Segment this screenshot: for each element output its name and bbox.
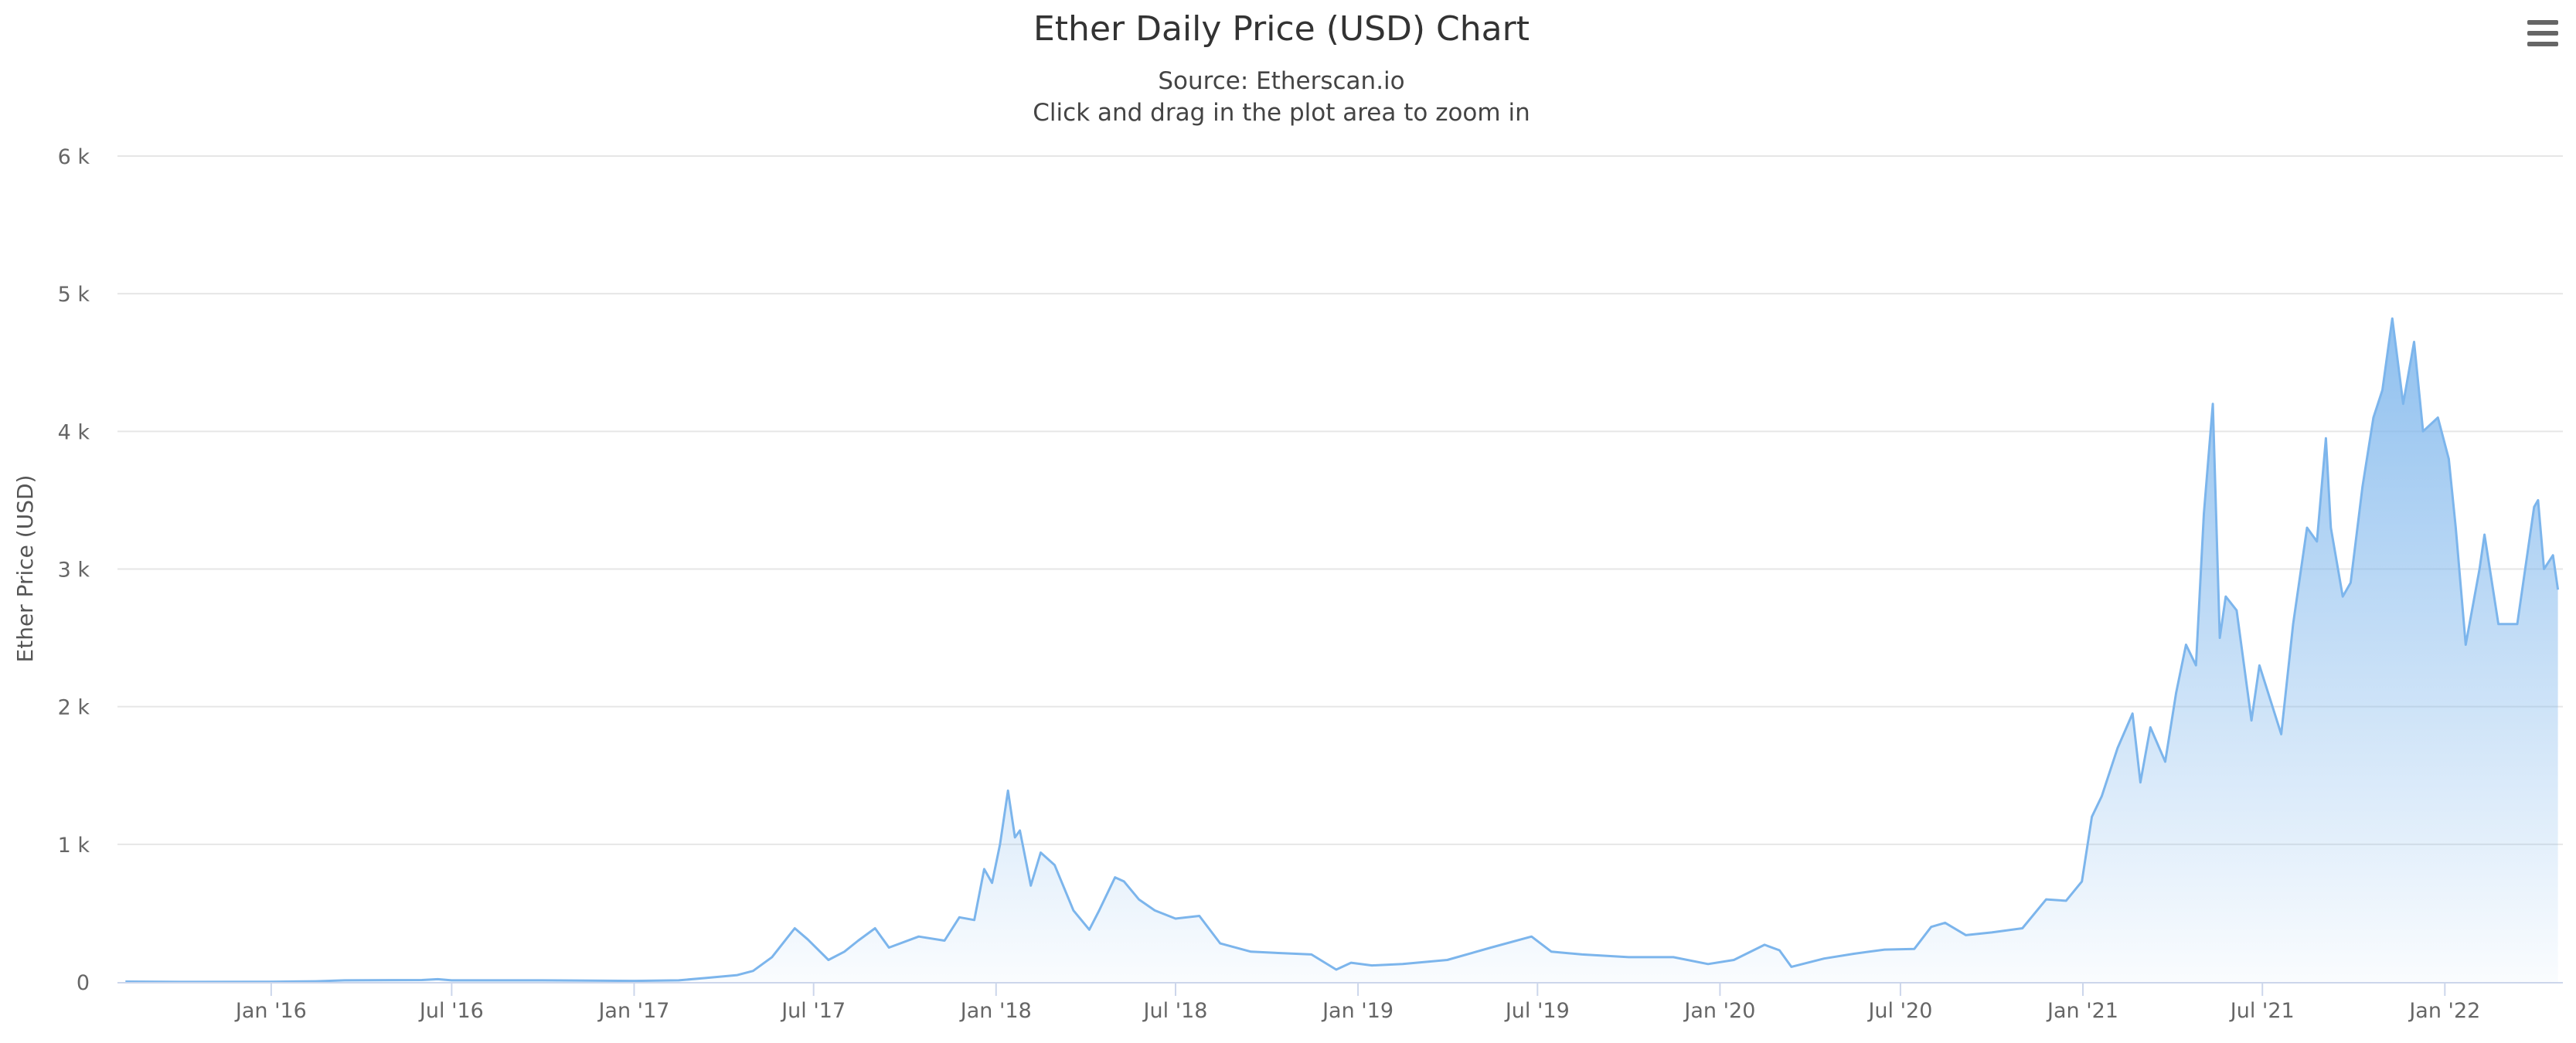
chart-subtitle-hint: Click and drag in the plot area to zoom … [1033, 99, 1530, 127]
x-tick-label: Jan '19 [1321, 999, 1393, 1023]
x-tick-label: Jan '20 [1683, 999, 1755, 1023]
x-tick-label: Jan '17 [597, 999, 669, 1023]
x-tick-label: Jul '17 [780, 999, 846, 1023]
hamburger-menu-icon[interactable] [2524, 17, 2561, 49]
x-tick-label: Jul '19 [1504, 999, 1570, 1023]
y-tick-label: 3 k [58, 559, 90, 583]
y-tick-label: 5 k [58, 283, 90, 307]
x-tick-label: Jul '21 [2229, 999, 2295, 1023]
x-tick-label: Jan '18 [959, 999, 1032, 1023]
x-tick-label: Jul '16 [418, 999, 484, 1023]
x-axis: Jan '16 Jul '16 Jan '17 Jul '17 Jan '18 Jul '… [234, 983, 2480, 1023]
y-axis: 0 1 k 2 k 3 k 4 k 5 k 6 k [58, 145, 90, 995]
y-tick-label: 6 k [58, 145, 90, 169]
y-tick-label: 1 k [58, 834, 90, 858]
y-tick-label: 0 [77, 971, 90, 995]
chart-subtitle-source: Source: Etherscan.io [1158, 67, 1404, 95]
x-tick-label: Jul '20 [1866, 999, 1932, 1023]
chart-title: Ether Daily Price (USD) Chart [1033, 9, 1530, 49]
y-axis-label: Ether Price (USD) [12, 475, 38, 663]
x-tick-label: Jan '22 [2408, 999, 2480, 1023]
x-tick-label: Jan '21 [2046, 999, 2118, 1023]
y-tick-label: 2 k [58, 696, 90, 720]
x-tick-label: Jul '18 [1142, 999, 1208, 1023]
x-tick-label: Jan '16 [234, 999, 307, 1023]
y-tick-label: 4 k [58, 420, 90, 444]
series-area[interactable] [125, 317, 2560, 984]
series-line[interactable] [125, 317, 2560, 984]
series-area-fill [125, 318, 2558, 982]
